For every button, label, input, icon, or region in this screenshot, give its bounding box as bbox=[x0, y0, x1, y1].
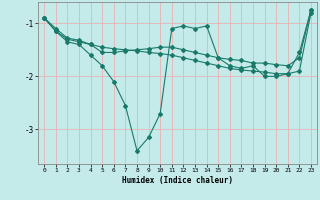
X-axis label: Humidex (Indice chaleur): Humidex (Indice chaleur) bbox=[122, 176, 233, 185]
